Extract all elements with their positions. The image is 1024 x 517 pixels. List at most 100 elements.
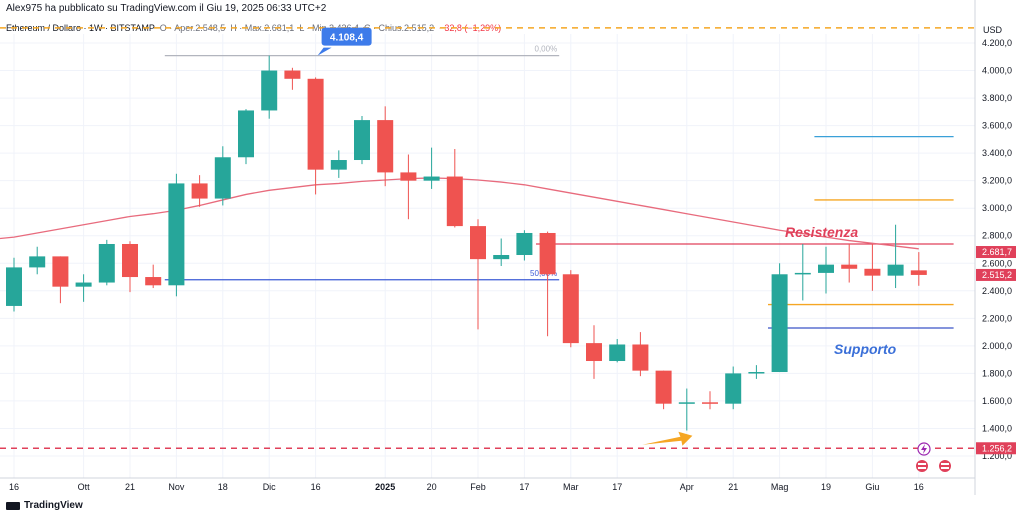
x-tick-label: Giu xyxy=(865,482,879,492)
candle-body xyxy=(330,160,347,170)
price-tag-label: 2.515,2 xyxy=(982,270,1012,280)
x-tick-label: Dic xyxy=(263,482,276,492)
candle-body xyxy=(841,264,858,269)
y-tick-label: 2.600,0 xyxy=(982,258,1012,268)
y-tick-label: 4.200,0 xyxy=(982,38,1012,48)
x-tick-label: 20 xyxy=(427,482,437,492)
y-tick-label: 1.400,0 xyxy=(982,423,1012,433)
x-tick-label: 17 xyxy=(519,482,529,492)
candle-body xyxy=(864,268,881,276)
candle-body xyxy=(377,120,394,173)
candle-9 xyxy=(214,146,231,206)
price-tag-label: 2.681,7 xyxy=(982,247,1012,257)
candle-body xyxy=(748,372,765,374)
candle-4 xyxy=(98,239,115,286)
candle-12 xyxy=(284,67,301,90)
us-flag-event-icon xyxy=(939,460,951,472)
price-tag-box xyxy=(976,268,1016,281)
y-tick-label: 1.600,0 xyxy=(982,396,1012,406)
price-tag-label: 1.256,2 xyxy=(982,443,1012,453)
peak-callout-pointer xyxy=(317,47,332,56)
candle-body xyxy=(702,402,718,404)
candle-body xyxy=(6,267,22,306)
x-tick-label: Nov xyxy=(168,482,185,492)
candle-19 xyxy=(446,149,463,228)
candle-28 xyxy=(655,370,672,410)
candle-11 xyxy=(261,55,278,119)
y-tick-label: 3.200,0 xyxy=(982,176,1012,186)
price-tag-box xyxy=(976,442,1016,455)
candle-body xyxy=(75,282,92,287)
candle-25 xyxy=(586,325,602,379)
flag-stripe-icon xyxy=(941,467,949,469)
x-tick-label: 16 xyxy=(9,482,19,492)
candle-1 xyxy=(29,246,46,275)
candle-2 xyxy=(52,256,69,304)
fib-0-label: 0,00% xyxy=(535,45,558,54)
y-tick-label: 2.000,0 xyxy=(982,341,1012,351)
candle-23 xyxy=(539,231,556,337)
candle-body xyxy=(145,277,162,286)
candle-body xyxy=(678,402,695,404)
price-tag: 2.515,2 xyxy=(976,268,1016,281)
candle-body xyxy=(191,183,208,199)
candle-body xyxy=(29,256,46,268)
candle-7 xyxy=(168,173,185,297)
candle-body xyxy=(238,110,254,158)
x-tick-label: 18 xyxy=(218,482,228,492)
candle-body xyxy=(887,264,904,276)
x-tick-label: Mar xyxy=(563,482,579,492)
candle-body xyxy=(52,256,69,287)
candle-body xyxy=(516,232,533,256)
peak-label: 4.108,4 xyxy=(330,33,364,44)
candle-34 xyxy=(794,243,811,301)
candle-30 xyxy=(702,391,718,410)
y-tick-label: 2.400,0 xyxy=(982,286,1012,296)
flag-stripe-icon xyxy=(918,467,926,469)
x-tick-label: 17 xyxy=(612,482,622,492)
candle-37 xyxy=(864,243,881,291)
candle-32 xyxy=(748,365,765,379)
candle-body xyxy=(98,243,115,283)
candle-body xyxy=(400,172,417,181)
candle-body xyxy=(725,373,742,404)
candle-31 xyxy=(725,366,742,410)
tradingview-logo-icon xyxy=(6,501,20,510)
x-tick-label: Mag xyxy=(771,482,789,492)
candle-20 xyxy=(470,219,486,330)
candle-38 xyxy=(887,224,904,289)
candle-body xyxy=(539,232,556,275)
candle-body xyxy=(818,264,834,273)
y-tick-label: 3.800,0 xyxy=(982,93,1012,103)
y-tick-label: 4.000,0 xyxy=(982,66,1012,76)
currency-label: USD xyxy=(983,25,1003,35)
candle-body xyxy=(655,370,672,404)
x-tick-label: 19 xyxy=(821,482,831,492)
flag-stripe-icon xyxy=(918,463,926,465)
x-tick-label: 16 xyxy=(914,482,924,492)
candle-33 xyxy=(771,263,788,373)
candle-8 xyxy=(191,175,208,207)
candle-17 xyxy=(400,154,417,220)
support-annotation: Supporto xyxy=(834,341,897,357)
candle-3 xyxy=(75,274,92,302)
x-tick-label: 21 xyxy=(125,482,135,492)
candle-body xyxy=(354,120,370,161)
candle-body xyxy=(261,70,278,111)
x-tick-label: 16 xyxy=(311,482,321,492)
candle-body xyxy=(609,344,626,362)
y-tick-label: 1.800,0 xyxy=(982,368,1012,378)
candle-35 xyxy=(818,246,834,294)
candle-22 xyxy=(516,230,533,261)
candle-body xyxy=(168,183,185,286)
candle-16 xyxy=(377,106,394,187)
candle-body xyxy=(214,157,231,199)
x-tick-label: 2025 xyxy=(375,482,395,492)
y-tick-label: 1.200,0 xyxy=(982,451,1012,461)
candle-body xyxy=(771,274,788,373)
tradingview-brand[interactable]: TradingView xyxy=(6,500,83,511)
candle-10 xyxy=(238,109,254,165)
candle-29 xyxy=(678,388,695,431)
candle-6 xyxy=(145,264,162,289)
